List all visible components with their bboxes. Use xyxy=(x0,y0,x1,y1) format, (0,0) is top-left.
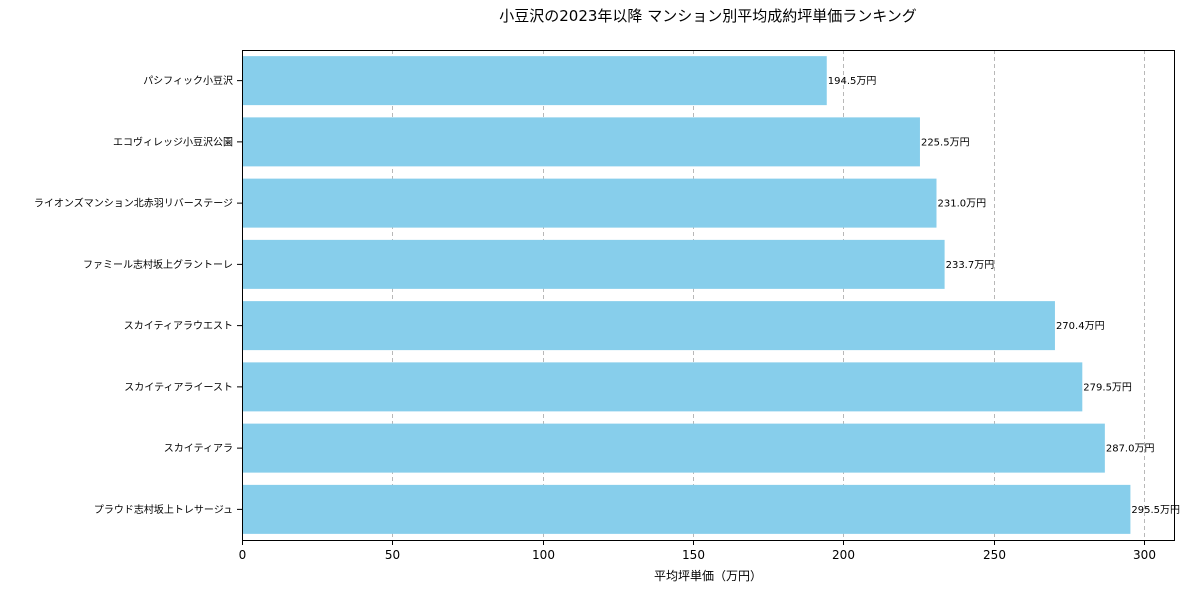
category-label: スカイティアラウエスト xyxy=(124,320,233,332)
data-label: 231.0万円 xyxy=(937,199,986,210)
category-label: パシフィック小豆沢 xyxy=(143,74,233,87)
x-tick-label: 300 xyxy=(1133,548,1156,562)
bar xyxy=(242,178,937,228)
bar xyxy=(242,301,1055,351)
chart-title: 小豆沢の2023年以降 マンション別平均成約坪単価ランキング xyxy=(499,7,917,25)
bar xyxy=(242,117,920,167)
x-tick-label: 200 xyxy=(832,548,855,562)
bars xyxy=(242,56,1131,534)
bar xyxy=(242,423,1105,473)
data-labels: 194.5万円 225.5万円 231.0万円 233.7万円 270.4万円 279.5… xyxy=(828,76,1180,516)
data-label: 287.0万円 xyxy=(1106,444,1155,455)
data-label: 295.5万円 xyxy=(1131,505,1180,516)
bar xyxy=(242,362,1083,412)
x-tick-label: 50 xyxy=(385,548,400,562)
data-label: 279.5万円 xyxy=(1083,382,1132,393)
category-label: ライオンズマンション北赤羽リバーステージ xyxy=(34,197,233,210)
x-axis-ticks: 0 50 100 150 200 250 300 xyxy=(239,540,1156,562)
x-tick-label: 150 xyxy=(682,548,705,562)
category-label: スカイティアラ xyxy=(164,443,233,455)
bar xyxy=(242,484,1131,534)
x-tick-label: 100 xyxy=(532,548,555,562)
category-label: スカイティアライースト xyxy=(124,381,233,393)
x-tick-label: 250 xyxy=(983,548,1006,562)
category-label: ファミール志村坂上グラントーレ xyxy=(83,258,233,271)
data-label: 233.7万円 xyxy=(946,260,995,271)
category-labels: パシフィック小豆沢エコヴィレッジ小豆沢公園ライオンズマンション北赤羽リバーステー… xyxy=(34,74,242,516)
bar xyxy=(242,56,827,106)
x-tick-label: 0 xyxy=(239,548,247,562)
data-label: 194.5万円 xyxy=(828,76,877,87)
data-label: 270.4万円 xyxy=(1056,321,1105,332)
category-label: プラウド志村坂上トレサージュ xyxy=(94,503,233,516)
x-axis-label: 平均坪単価（万円） xyxy=(654,569,762,583)
plot-frame xyxy=(242,50,1175,541)
category-label: エコヴィレッジ小豆沢公園 xyxy=(113,135,233,148)
bar xyxy=(242,239,945,289)
data-label: 225.5万円 xyxy=(921,137,970,148)
